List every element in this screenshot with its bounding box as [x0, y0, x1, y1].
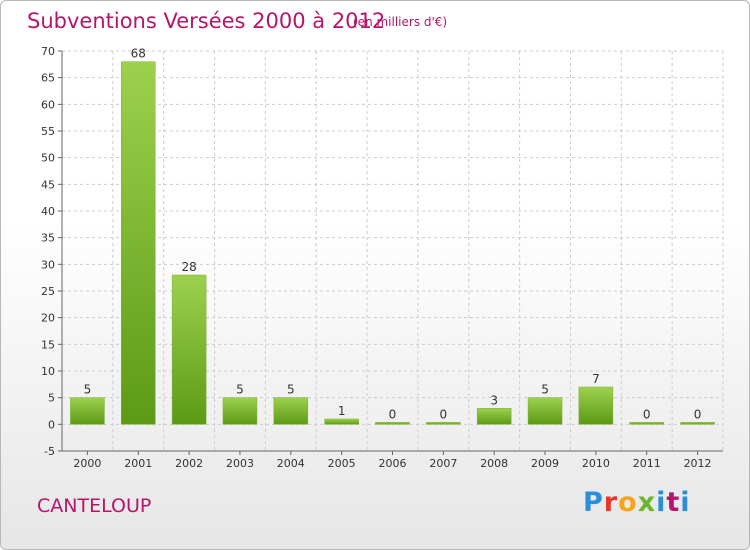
bar-2007[interactable] — [426, 422, 461, 425]
value-label-2008: 3 — [490, 393, 498, 407]
chart-subtitle: (en milliers d'€) — [353, 15, 448, 29]
x-tick-label-2011: 2011 — [633, 457, 661, 470]
y-tick-label: 55 — [41, 125, 55, 138]
x-tick-label-2010: 2010 — [582, 457, 610, 470]
value-label-2003: 5 — [236, 383, 244, 397]
value-label-2009: 5 — [541, 383, 549, 397]
x-tick-label-2003: 2003 — [226, 457, 254, 470]
value-label-2012: 0 — [694, 407, 702, 421]
x-tick-label-2008: 2008 — [480, 457, 508, 470]
labels: -505101520253035404550556065705200068200… — [41, 45, 712, 470]
logo-letter: P — [583, 487, 604, 518]
grid-lines — [61, 50, 724, 452]
logo-letter: i — [680, 487, 691, 518]
x-tick-label-2000: 2000 — [73, 457, 101, 470]
value-label-2000: 5 — [84, 383, 92, 397]
axes — [58, 50, 723, 455]
y-tick-label: 10 — [41, 365, 55, 378]
bars — [70, 61, 715, 425]
bar-2003[interactable] — [222, 397, 258, 425]
y-tick-label: 65 — [41, 72, 55, 85]
x-tick-label-2004: 2004 — [277, 457, 305, 470]
y-tick-label: 60 — [41, 98, 55, 111]
value-label-2010: 7 — [592, 372, 600, 386]
bar-2001[interactable] — [121, 61, 156, 425]
logo-letter: o — [618, 487, 638, 518]
x-tick-label-2007: 2007 — [429, 457, 457, 470]
y-tick-label: 45 — [41, 178, 55, 191]
x-tick-label-2002: 2002 — [175, 457, 203, 470]
y-tick-label: 0 — [48, 418, 55, 431]
city-name: CANTELOUP — [37, 495, 152, 517]
bar-2002[interactable] — [171, 274, 207, 425]
y-tick-label: 15 — [41, 338, 55, 351]
y-tick-label: 40 — [41, 205, 55, 218]
logo-letter: r — [603, 487, 619, 518]
bar-2009[interactable] — [527, 397, 563, 425]
value-label-2011: 0 — [643, 407, 651, 421]
bar-2008[interactable] — [476, 408, 512, 425]
y-tick-label: 30 — [41, 258, 55, 271]
bar-2006[interactable] — [375, 422, 410, 425]
bar-2011[interactable] — [629, 422, 664, 425]
y-tick-label: 20 — [41, 312, 55, 325]
x-tick-label-2001: 2001 — [124, 457, 152, 470]
bar-2005[interactable] — [324, 418, 359, 425]
proxiti-logo[interactable]: Proxiti — [583, 487, 691, 518]
x-tick-label-2006: 2006 — [379, 457, 407, 470]
y-tick-label: -5 — [44, 445, 55, 458]
value-label-2005: 1 — [338, 404, 346, 418]
y-tick-label: 5 — [48, 392, 55, 405]
value-label-2002: 28 — [181, 260, 196, 274]
x-tick-label-2005: 2005 — [328, 457, 356, 470]
y-tick-label: 35 — [41, 232, 55, 245]
x-tick-label-2009: 2009 — [531, 457, 559, 470]
value-label-2006: 0 — [389, 407, 397, 421]
value-label-2001: 68 — [131, 47, 146, 61]
y-tick-label: 70 — [41, 45, 55, 58]
logo-letter: t — [666, 487, 681, 518]
value-label-2004: 5 — [287, 383, 295, 397]
value-label-2007: 0 — [440, 407, 448, 421]
x-tick-label-2012: 2012 — [684, 457, 712, 470]
bar-2000[interactable] — [70, 397, 105, 425]
y-tick-label: 50 — [41, 152, 55, 165]
bar-2012[interactable] — [680, 422, 715, 425]
logo-letter: i — [656, 487, 667, 518]
y-tick-label: 25 — [41, 285, 55, 298]
chart-title: Subventions Versées 2000 à 2012 — [27, 9, 386, 33]
logo-letter: x — [637, 487, 657, 518]
bar-2010[interactable] — [578, 386, 614, 425]
bar-2004[interactable] — [273, 397, 309, 425]
